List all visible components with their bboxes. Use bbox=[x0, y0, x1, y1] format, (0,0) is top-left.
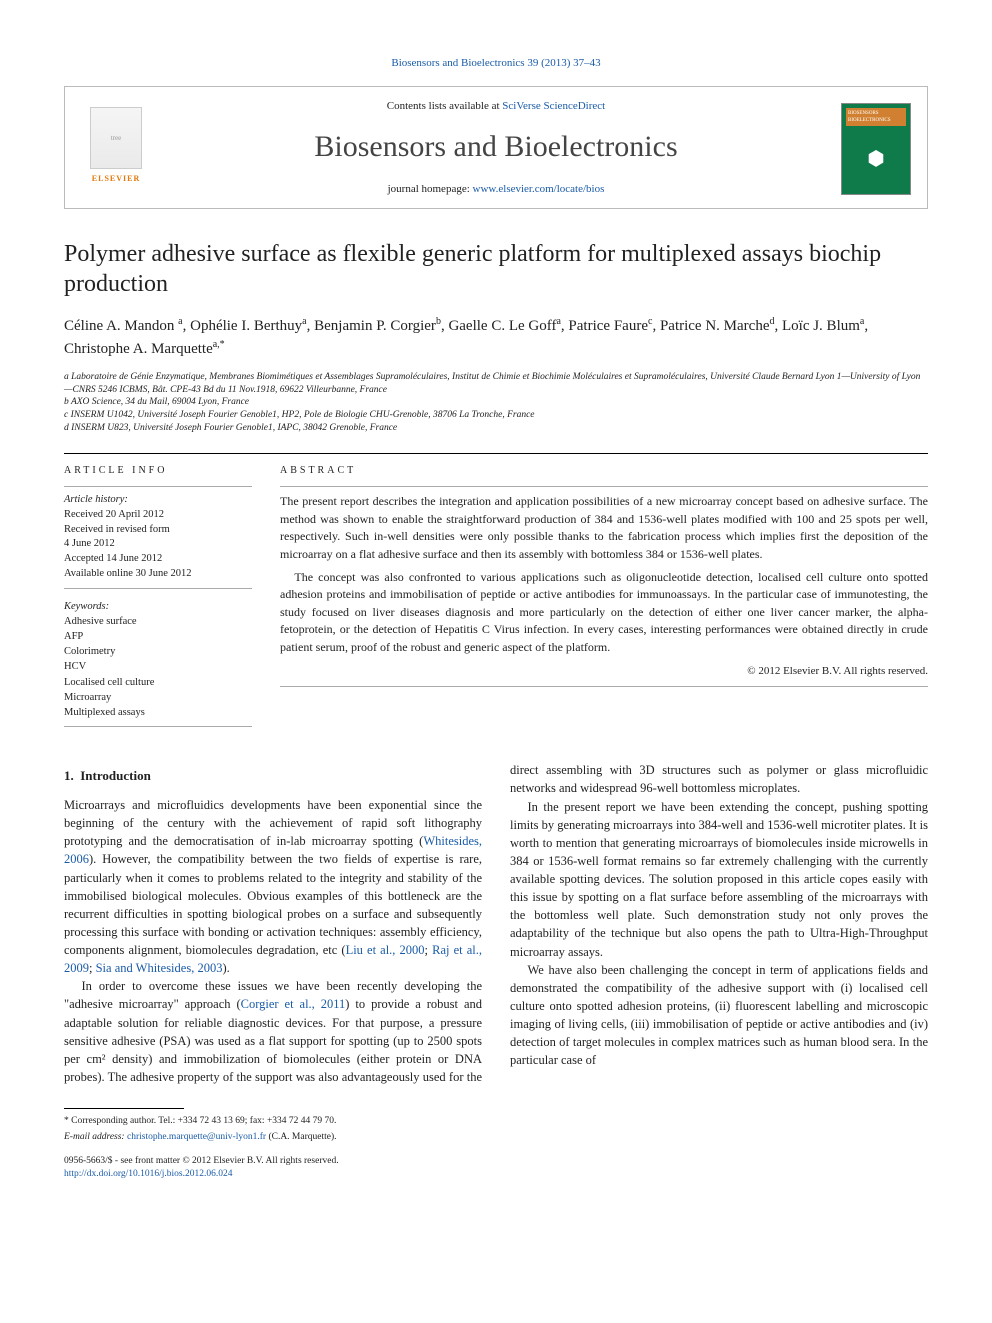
author-list: Céline A. Mandon a, Ophélie I. Berthuya,… bbox=[64, 315, 928, 361]
cover-graphic-icon: ⬢ bbox=[867, 130, 884, 190]
divider bbox=[280, 486, 928, 487]
keywords-block: Keywords: Adhesive surface AFP Colorimet… bbox=[64, 599, 252, 721]
scidirect-link[interactable]: SciVerse ScienceDirect bbox=[502, 100, 605, 112]
body-paragraph: Microarrays and microfluidics developmen… bbox=[64, 796, 482, 977]
keyword: Localised cell culture bbox=[64, 675, 252, 690]
email-line: E-mail address: christophe.marquette@uni… bbox=[64, 1131, 928, 1145]
footnote-block: * Corresponding author. Tel.: +334 72 43… bbox=[64, 1108, 928, 1182]
email-link[interactable]: christophe.marquette@univ-lyon1.fr bbox=[127, 1132, 266, 1142]
keywords-title: Keywords: bbox=[64, 599, 252, 614]
keyword: Adhesive surface bbox=[64, 614, 252, 629]
history-line: Accepted 14 June 2012 bbox=[64, 552, 252, 567]
abstract-para: The present report describes the integra… bbox=[280, 493, 928, 563]
issn-line: 0956-5663/$ - see front matter © 2012 El… bbox=[64, 1155, 928, 1169]
keyword: AFP bbox=[64, 629, 252, 644]
affiliations: a Laboratoire de Génie Enzymatique, Memb… bbox=[64, 371, 928, 435]
history-line: Available online 30 June 2012 bbox=[64, 567, 252, 582]
email-label: E-mail address: bbox=[64, 1132, 125, 1142]
affiliation: b AXO Science, 34 du Mail, 69004 Lyon, F… bbox=[64, 396, 928, 409]
abstract-copyright: © 2012 Elsevier B.V. All rights reserved… bbox=[280, 664, 928, 680]
body-paragraph: In the present report we have been exten… bbox=[510, 798, 928, 961]
running-head-citation: Biosensors and Bioelectronics 39 (2013) … bbox=[64, 56, 928, 72]
article-history: Article history: Received 20 April 2012 … bbox=[64, 493, 252, 581]
homepage-link[interactable]: www.elsevier.com/locate/bios bbox=[473, 183, 605, 195]
history-title: Article history: bbox=[64, 493, 252, 508]
abstract-text: The present report describes the integra… bbox=[280, 493, 928, 656]
homepage-prefix: journal homepage: bbox=[388, 183, 473, 195]
keyword: Multiplexed assays bbox=[64, 705, 252, 720]
section-heading: 1. Introduction bbox=[64, 767, 482, 786]
citation-link[interactable]: Biosensors and Bioelectronics 39 (2013) … bbox=[391, 57, 600, 69]
divider bbox=[64, 588, 252, 589]
section-title: Introduction bbox=[80, 768, 151, 783]
affiliation: d INSERM U823, Université Joseph Fourier… bbox=[64, 422, 928, 435]
section-number: 1. bbox=[64, 768, 74, 783]
homepage-line: journal homepage: www.elsevier.com/locat… bbox=[167, 182, 825, 198]
divider bbox=[64, 726, 252, 727]
footnote-rule bbox=[64, 1108, 184, 1109]
keyword: Microarray bbox=[64, 690, 252, 705]
elsevier-tree-icon: tree bbox=[90, 107, 142, 169]
history-line: Received in revised form bbox=[64, 523, 252, 538]
abstract-para: The concept was also confronted to vario… bbox=[280, 569, 928, 656]
elsevier-wordmark: ELSEVIER bbox=[92, 173, 140, 185]
abstract-label: ABSTRACT bbox=[280, 464, 928, 479]
journal-header-box: tree ELSEVIER Contents lists available a… bbox=[64, 86, 928, 209]
affiliation: a Laboratoire de Génie Enzymatique, Memb… bbox=[64, 371, 928, 397]
history-line: 4 June 2012 bbox=[64, 537, 252, 552]
divider bbox=[280, 686, 928, 687]
journal-cover-thumb: BIOSENSORS BIOELECTRONICS ⬢ bbox=[841, 103, 911, 195]
contents-prefix: Contents lists available at bbox=[387, 100, 502, 112]
citation-volpages: 39 (2013) 37–43 bbox=[527, 57, 600, 69]
cover-title: BIOSENSORS BIOELECTRONICS bbox=[846, 108, 906, 127]
email-suffix: (C.A. Marquette). bbox=[268, 1132, 336, 1142]
article-info-label: ARTICLE INFO bbox=[64, 464, 252, 479]
divider bbox=[64, 453, 928, 454]
journal-title: Biosensors and Bioelectronics bbox=[167, 125, 825, 169]
keyword: HCV bbox=[64, 659, 252, 674]
body-paragraph: We have also been challenging the concep… bbox=[510, 961, 928, 1070]
affiliation: c INSERM U1042, Université Joseph Fourie… bbox=[64, 409, 928, 422]
contents-line: Contents lists available at SciVerse Sci… bbox=[167, 99, 825, 115]
doi-link[interactable]: http://dx.doi.org/10.1016/j.bios.2012.06… bbox=[64, 1169, 232, 1179]
divider bbox=[64, 486, 252, 487]
elsevier-logo: tree ELSEVIER bbox=[81, 107, 151, 191]
corresponding-author: * Corresponding author. Tel.: +334 72 43… bbox=[64, 1115, 928, 1129]
history-line: Received 20 April 2012 bbox=[64, 508, 252, 523]
article-title: Polymer adhesive surface as flexible gen… bbox=[64, 239, 928, 299]
citation-journal: Biosensors and Bioelectronics bbox=[391, 57, 524, 69]
article-body: 1. Introduction Microarrays and microflu… bbox=[64, 761, 928, 1086]
keyword: Colorimetry bbox=[64, 644, 252, 659]
